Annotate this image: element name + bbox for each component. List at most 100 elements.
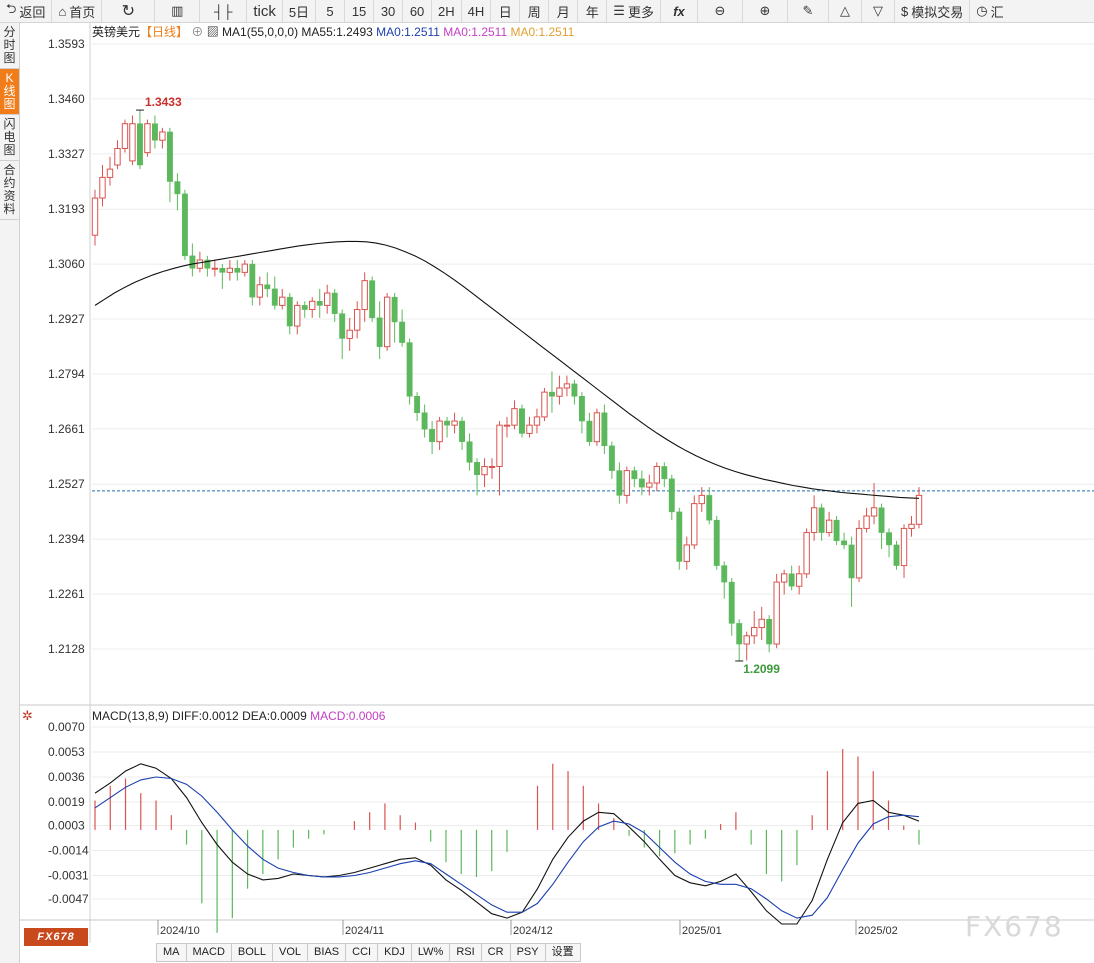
period-button-4[interactable]: 60 [403, 0, 433, 22]
indicator-tab-2[interactable]: BOLL [231, 943, 274, 962]
macd-diff-line [94, 763, 920, 925]
candle-body-down [631, 470, 638, 480]
candle-body-up [825, 519, 833, 534]
indicator-tab-4[interactable]: BIAS [308, 943, 347, 962]
chart[interactable]: 1.3593 1.3460 1.3327 1.3193 1.3060 1.2927 1.27… [20, 23, 1094, 943]
candle-body-down [713, 519, 720, 566]
macd-tick-label: 0.0070 [48, 720, 85, 734]
candle-body-up [144, 123, 151, 154]
dollar-icon: $ [900, 3, 909, 19]
period-button-10[interactable]: 年 [578, 0, 608, 22]
tab-flash[interactable]: 闪电图 [0, 115, 19, 161]
refresh-button[interactable]: ↻ [102, 0, 156, 22]
candle-body-up [698, 494, 705, 505]
low-marker-label: 1.2099 [743, 662, 780, 676]
indicator-tab-3[interactable]: VOL [273, 943, 309, 962]
tick-button[interactable]: tick [247, 0, 283, 22]
candle-body-down [391, 296, 398, 323]
indicator-tab-9[interactable]: CR [481, 943, 511, 962]
refresh-icon: ↻ [121, 3, 136, 20]
high-marker-label: 1.3433 [145, 95, 182, 109]
home-button[interactable]: ⌂ 首页 [52, 0, 103, 22]
candle-body-up [653, 465, 661, 484]
period-button-9[interactable]: 月 [549, 0, 579, 22]
candle-body-down [676, 511, 683, 562]
candle-body-up [383, 296, 391, 348]
candle-body-down [181, 193, 188, 257]
period-button-5[interactable]: 2H [432, 0, 462, 22]
side-tabs: 分时图 K线图 闪电图 合约资料 [0, 23, 20, 963]
bar-chart-icon: ▥ [171, 3, 184, 18]
macd-tick-label: -0.0031 [48, 868, 89, 882]
candle-body-up [758, 618, 765, 629]
candle-body-down [841, 540, 848, 546]
candle-body-up [196, 259, 204, 269]
candle-body-up [855, 527, 863, 579]
tab-intraday[interactable]: 分时图 [0, 23, 19, 69]
period-button-8[interactable]: 周 [520, 0, 550, 22]
price-tick-label: 1.2261 [48, 587, 85, 601]
price-tick-label: 1.3193 [48, 202, 85, 216]
price-tick-label: 1.3327 [48, 147, 85, 161]
tab-kline[interactable]: K线图 [0, 69, 19, 115]
period-button-3[interactable]: 30 [374, 0, 404, 22]
draw-button[interactable]: ✎ [788, 0, 829, 22]
extra-button[interactable]: ◷ 汇 [976, 3, 1004, 20]
candle-body-down [548, 391, 555, 397]
candle-body-up [795, 573, 803, 587]
indicator-tab-5[interactable]: CCI [346, 943, 379, 962]
time-axis-label: 2024/11 [345, 925, 384, 937]
candle-body-up [593, 412, 601, 443]
candle-body-down [234, 267, 241, 273]
candlestick-button[interactable]: ┤├ [200, 0, 248, 22]
candle-body-down [414, 396, 421, 414]
candle-body-up [226, 267, 234, 273]
candle-body-down [616, 470, 623, 496]
candle-body-up [256, 284, 263, 298]
candle-body-down [668, 478, 675, 513]
bar-chart-button[interactable]: ▥ [155, 0, 201, 22]
indicator-tab-8[interactable]: RSI [450, 943, 482, 962]
candle-body-up [743, 635, 750, 645]
macd-legend: MACD(13,8,9) DIFF:0.0012 DEA:0.0009 MACD… [92, 709, 386, 723]
indicator-tab-7[interactable]: LW% [411, 943, 451, 962]
candle-body-up [773, 581, 780, 645]
triangle-up-button[interactable]: △ [829, 0, 862, 22]
candle-body-down [893, 544, 900, 566]
back-button[interactable]: ⮌ 返回 [0, 0, 53, 22]
candle-body-down [271, 288, 278, 306]
indicator-tab-10[interactable]: PSY [510, 943, 546, 962]
candle-body-down [316, 301, 323, 306]
indicator-tab-1[interactable]: MACD [186, 943, 232, 962]
period-button-0[interactable]: 5日 [283, 0, 317, 22]
period-button-6[interactable]: 4H [462, 0, 492, 22]
legend-item: MA55:1.2493 [301, 25, 376, 39]
period-button-1[interactable]: 5 [316, 0, 346, 22]
tab-contract-info[interactable]: 合约资料 [0, 161, 19, 220]
candle-body-down [578, 396, 585, 422]
time-axis-label: 2025/02 [858, 925, 898, 937]
zoom-in-icon: ⊕ [759, 3, 771, 18]
formula-button[interactable]: fx [661, 0, 698, 22]
zoom-out-button[interactable]: ⊖ [698, 0, 743, 22]
toolbar: ⮌ 返回 ⌂ 首页 ↻ ▥ ┤├ tick 5日 5 15 30 60 2H 4H 日周月年 ☰ 更… [0, 0, 1094, 23]
zoom-in-button[interactable]: ⊕ [743, 0, 788, 22]
candle-body-up [481, 465, 488, 476]
period-button-7[interactable]: 日 [491, 0, 521, 22]
candle-body-up [803, 532, 810, 575]
triangle-down-button[interactable]: ▽ [862, 0, 895, 22]
more-button[interactable]: ☰ 更多 [607, 0, 661, 22]
indicator-tab-6[interactable]: KDJ [378, 943, 412, 962]
candle-body-down [788, 573, 795, 587]
candle-body-down [339, 313, 346, 339]
zoom-out-icon: ⊖ [714, 3, 726, 18]
period-button-2[interactable]: 15 [345, 0, 375, 22]
candle-body-down [661, 466, 668, 480]
candle-body-down [833, 519, 840, 542]
simulated-trade-button[interactable]: $ 模拟交易 [895, 0, 971, 22]
indicator-tab-0[interactable]: MA [156, 943, 187, 962]
indicator-tab-11[interactable]: 设置 [545, 943, 581, 962]
candle-body-down [189, 255, 196, 269]
candle-body-up [114, 147, 121, 166]
triangle-down-icon: ▽ [872, 3, 883, 18]
